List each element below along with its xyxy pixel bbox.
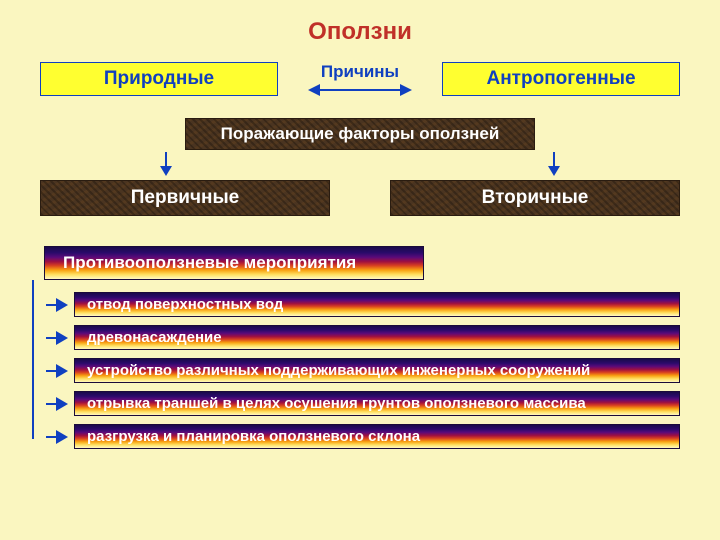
down-arrows <box>0 152 720 178</box>
factors-header: Поражающие факторы оползней <box>185 118 535 150</box>
cause-left-box: Природные <box>40 62 278 96</box>
causes-row: Природные Причины Антропогенные <box>0 62 720 96</box>
triangle-icon <box>56 331 68 345</box>
measures-section: Противооползневые мероприятия отвод пове… <box>0 246 720 449</box>
connector-icon <box>46 403 56 405</box>
measure-row: древонасаждение <box>46 325 680 350</box>
triangle-icon <box>56 364 68 378</box>
down-arrow-right-icon <box>548 152 560 176</box>
measures-list: отвод поверхностных вод древонасаждение … <box>32 292 680 449</box>
measure-item: отрывка траншей в целях осушения грунтов… <box>74 391 680 416</box>
double-arrow-icon <box>308 84 412 96</box>
down-arrow-left-icon <box>160 152 172 176</box>
causes-label: Причины <box>321 62 399 82</box>
triangle-icon <box>56 430 68 444</box>
connector-icon <box>46 337 56 339</box>
measure-item: устройство различных поддерживающих инже… <box>74 358 680 383</box>
measure-row: разгрузка и планировка оползневого склон… <box>46 424 680 449</box>
measures-header: Противооползневые мероприятия <box>44 246 424 280</box>
connector-icon <box>46 370 56 372</box>
slide-title: Оползни <box>0 18 720 46</box>
triangle-icon <box>56 298 68 312</box>
subfactor-right: Вторичные <box>390 180 680 216</box>
measure-row: отвод поверхностных вод <box>46 292 680 317</box>
measure-item: разгрузка и планировка оползневого склон… <box>74 424 680 449</box>
subfactors-row: Первичные Вторичные <box>0 180 720 216</box>
causes-center: Причины <box>290 62 430 96</box>
triangle-icon <box>56 397 68 411</box>
connector-icon <box>46 304 56 306</box>
measure-row: отрывка траншей в целях осушения грунтов… <box>46 391 680 416</box>
slide: Оползни Природные Причины Антропогенные … <box>0 0 720 540</box>
measure-row: устройство различных поддерживающих инже… <box>46 358 680 383</box>
connector-icon <box>46 436 56 438</box>
measure-item: древонасаждение <box>74 325 680 350</box>
measures-vline <box>32 280 34 439</box>
cause-right-box: Антропогенные <box>442 62 680 96</box>
measure-item: отвод поверхностных вод <box>74 292 680 317</box>
subfactor-left: Первичные <box>40 180 330 216</box>
